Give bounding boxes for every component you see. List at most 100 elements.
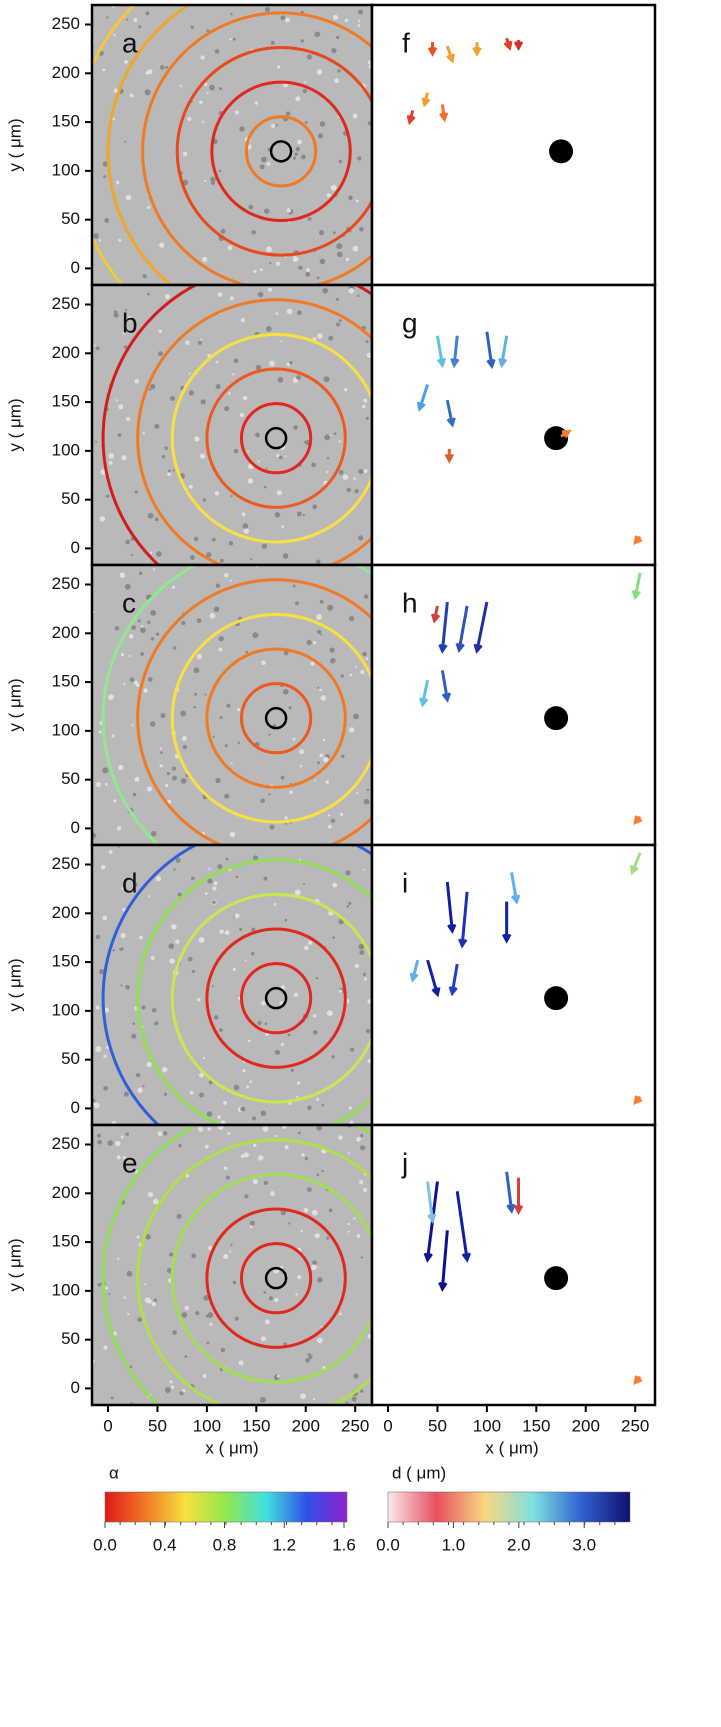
texture <box>295 1293 298 1296</box>
arrow-head <box>506 1203 516 1214</box>
arrow-head <box>446 417 456 428</box>
texture <box>319 599 324 604</box>
texture <box>360 1256 363 1259</box>
cell <box>544 986 569 1011</box>
texture <box>206 1111 213 1117</box>
texture <box>353 1373 359 1379</box>
texture <box>316 1173 320 1177</box>
texture <box>204 179 207 183</box>
texture <box>363 469 368 473</box>
texture <box>143 688 148 693</box>
x-tick-label: 150 <box>522 1416 550 1435</box>
texture <box>150 955 155 960</box>
y-axis-label: y ( μm) <box>5 118 24 171</box>
arrow-shaft <box>440 601 449 652</box>
texture <box>188 390 194 396</box>
texture <box>98 730 102 734</box>
texture <box>332 936 335 939</box>
arrow-head <box>486 358 496 370</box>
texture <box>177 892 182 897</box>
texture <box>97 1282 102 1287</box>
texture <box>329 647 335 653</box>
texture <box>295 146 300 152</box>
y-tick-label: 200 <box>52 1183 80 1202</box>
panel-label: e <box>122 1147 138 1178</box>
texture <box>175 939 180 944</box>
texture <box>241 512 246 517</box>
texture <box>356 792 359 795</box>
arrow <box>455 1191 471 1263</box>
texture <box>302 88 308 94</box>
texture <box>206 29 210 33</box>
texture <box>169 1380 173 1384</box>
texture <box>312 641 317 645</box>
colorbar-tick-label: 1.6 <box>332 1535 356 1554</box>
texture <box>287 1222 291 1225</box>
texture <box>360 1389 364 1393</box>
texture <box>247 1039 251 1043</box>
texture <box>359 950 365 955</box>
x-tick-label: 50 <box>428 1416 447 1435</box>
texture <box>105 494 110 498</box>
arrow-shaft <box>435 335 444 366</box>
texture <box>294 889 301 896</box>
texture <box>330 818 336 824</box>
texture <box>191 969 196 974</box>
texture <box>220 1347 226 1353</box>
texture <box>295 96 301 102</box>
y-tick-label: 0 <box>71 1378 80 1397</box>
texture <box>338 159 343 164</box>
arrow <box>629 852 642 876</box>
texture <box>276 453 280 458</box>
texture <box>95 440 98 443</box>
y-axis-label: y ( μm) <box>5 1238 24 1291</box>
texture <box>345 1401 348 1404</box>
arrow <box>445 399 456 428</box>
texture <box>136 1235 140 1239</box>
texture <box>139 935 143 940</box>
texture <box>288 706 292 710</box>
texture <box>123 1091 129 1097</box>
texture <box>319 121 326 127</box>
texture <box>224 744 228 748</box>
texture <box>209 1322 213 1327</box>
texture <box>362 651 367 657</box>
texture <box>328 335 334 341</box>
texture <box>172 1330 177 1335</box>
arrow <box>455 605 469 653</box>
arrow-shaft <box>630 852 642 873</box>
texture <box>299 749 305 755</box>
texture <box>280 15 286 21</box>
texture <box>348 1106 352 1110</box>
panel-label: g <box>402 307 418 338</box>
texture <box>358 535 364 541</box>
texture <box>302 513 305 517</box>
texture <box>184 1355 188 1358</box>
texture <box>103 1054 107 1058</box>
arrow-shaft <box>500 335 509 366</box>
texture <box>284 816 288 820</box>
texture <box>102 68 106 72</box>
texture <box>167 472 171 477</box>
arrow-head <box>450 357 460 369</box>
y-tick-label: 50 <box>61 769 80 788</box>
texture <box>108 850 113 854</box>
texture <box>364 977 367 981</box>
texture <box>169 958 175 964</box>
texture <box>323 756 329 763</box>
x-tick-label: 100 <box>193 1416 221 1435</box>
ring <box>106 5 372 285</box>
texture <box>348 195 353 201</box>
x-tick-label: 0 <box>103 1416 112 1435</box>
plot-bg <box>372 565 652 845</box>
arrow-head <box>503 40 513 51</box>
ring <box>239 682 313 755</box>
texture <box>116 826 122 831</box>
texture <box>155 632 160 636</box>
y-axis-label: y ( μm) <box>5 678 24 731</box>
texture <box>204 892 208 895</box>
ring <box>141 11 372 285</box>
arrow <box>426 959 441 998</box>
arrow-head <box>631 590 641 601</box>
ring <box>101 845 372 1125</box>
